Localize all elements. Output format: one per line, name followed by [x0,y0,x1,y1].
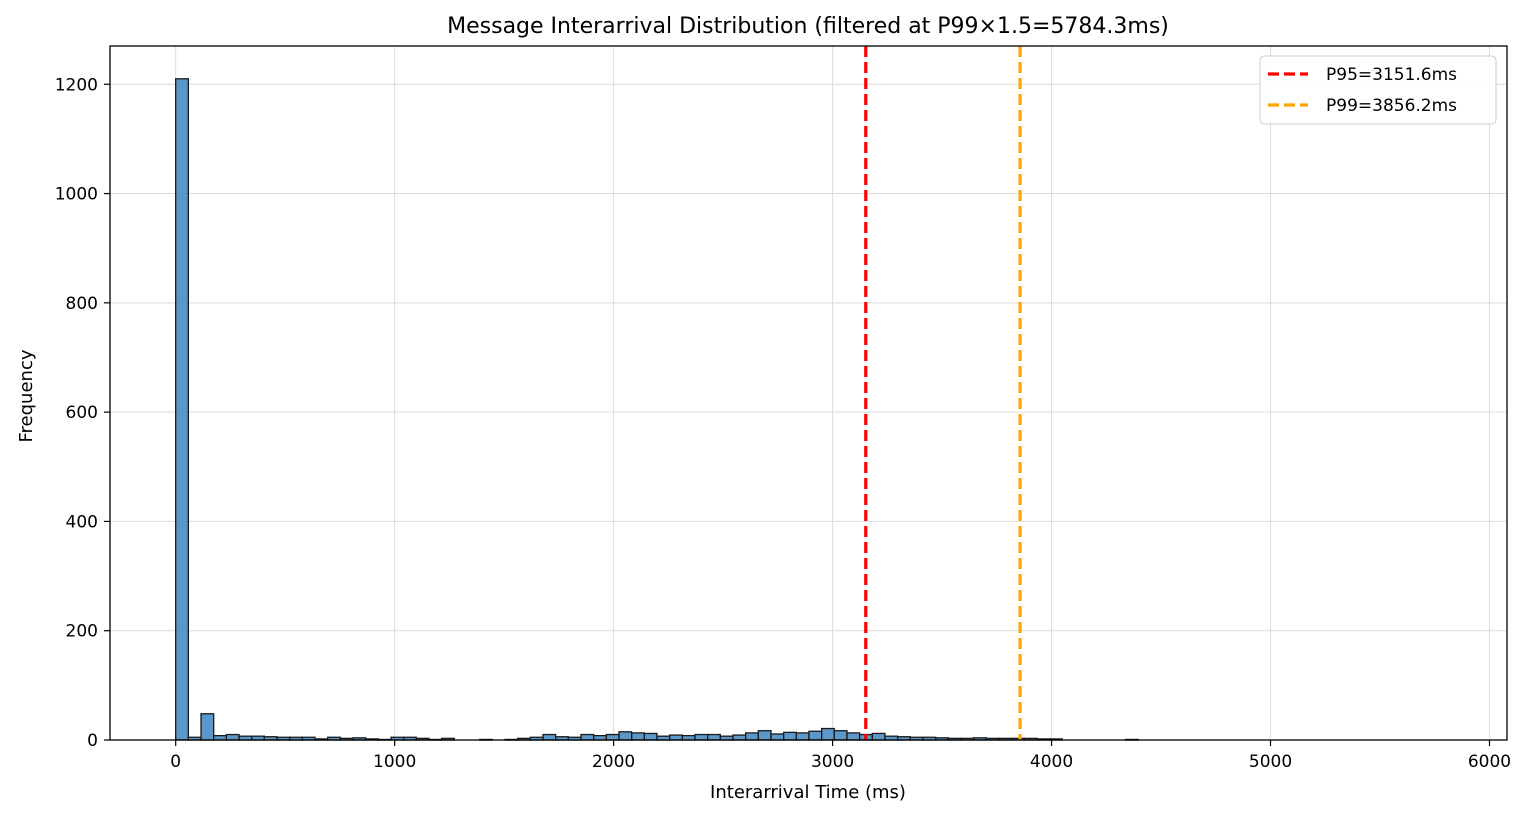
histogram-bar [706,733,721,741]
x-tick-label: 5000 [1249,752,1292,772]
histogram-bar [225,733,240,741]
histogram-bar [200,713,215,741]
y-tick-label: 200 [66,622,98,642]
x-tick-label: 4000 [1030,752,1073,772]
percentile-lines [864,46,1022,740]
histogram-bar [580,733,595,741]
legend-label: P95=3151.6ms [1326,65,1457,85]
x-tick-label: 1000 [373,752,416,772]
y-tick-label: 0 [87,731,98,751]
histogram-bar [631,732,645,741]
histogram-bar [757,730,772,741]
histogram-bar [643,732,658,741]
legend-box [1259,55,1497,125]
y-tick-label: 800 [66,294,98,314]
histogram-bar [871,732,886,741]
histogram-bar [808,730,823,741]
histogram-bar [846,732,861,741]
x-axis-label: Interarrival Time (ms) [710,782,906,803]
x-tick-label: 6000 [1468,752,1511,772]
y-axis-label: Frequency [16,349,37,442]
plot-frame [109,45,1508,741]
x-axis-ticks: 0 1000 2000 3000 4000 5000 6000 [170,740,1511,772]
histogram-bars [175,78,1139,741]
grid-lines [110,46,1507,741]
histogram-bar [820,727,835,741]
histogram-bar [668,734,683,741]
x-tick-label: 2000 [592,752,635,772]
histogram-bar [833,730,848,741]
y-tick-label: 1200 [55,75,98,95]
y-tick-label: 400 [66,512,98,532]
histogram-bar [618,731,633,741]
y-tick-label: 600 [66,403,98,423]
chart-title: Message Interarrival Distribution (filte… [447,14,1169,39]
legend: P95=3151.6ms P99=3856.2ms [1259,55,1497,125]
histogram-bar [795,732,810,741]
histogram-bar [732,734,747,741]
x-tick-label: 0 [170,752,181,772]
histogram-bar [782,731,797,741]
histogram-bar [213,734,228,741]
histogram-bar [744,732,759,741]
legend-label: P99=3856.2ms [1326,96,1457,116]
histogram-bar [605,733,620,741]
y-tick-label: 1000 [55,185,98,205]
histogram-bar [694,733,709,741]
histogram-bar [175,78,190,741]
x-tick-label: 3000 [811,752,854,772]
histogram-bar [770,733,785,741]
y-axis-ticks: 0 200 400 600 800 1000 1200 [55,75,110,751]
histogram-bar [681,734,696,741]
histogram-bar [542,733,557,741]
histogram-bar [593,734,607,741]
